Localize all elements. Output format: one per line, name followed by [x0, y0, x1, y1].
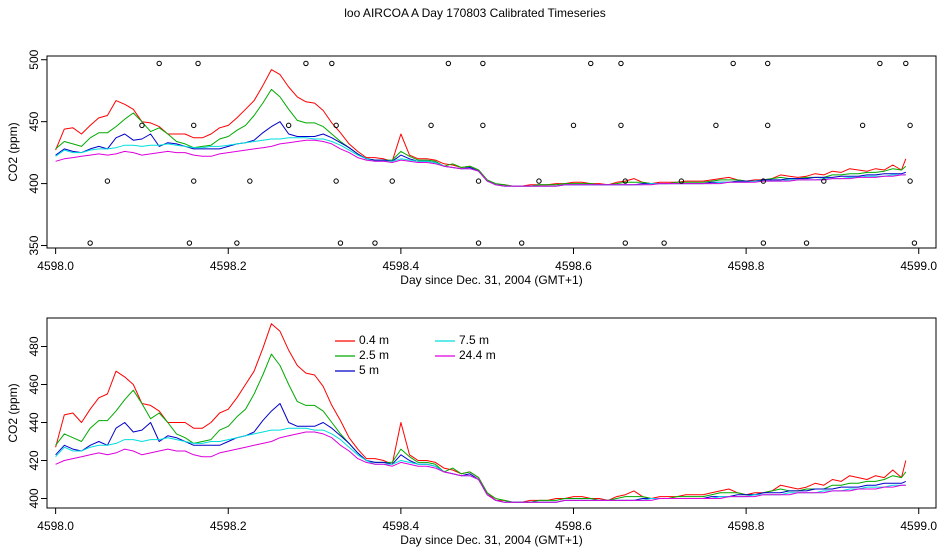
legend-label: 24.4 m: [459, 348, 496, 362]
calibration-marker: [329, 60, 335, 67]
calibration-marker: [618, 60, 624, 67]
calibration-marker: [156, 60, 162, 67]
y-tick-label: 480: [27, 336, 41, 356]
calibration-marker: [907, 122, 913, 129]
legend-label: 5 m: [359, 363, 379, 377]
legend-label: 7.5 m: [459, 333, 489, 347]
x-tick-label: 4598.2: [210, 259, 247, 273]
calibration-marker: [661, 240, 667, 246]
chart-title: loo AIRCOA A Day 170803 Calibrated Times…: [344, 6, 606, 20]
calibration-marker: [480, 122, 486, 129]
calibration-marker: [87, 240, 93, 246]
x-tick-label: 4598.0: [37, 259, 74, 273]
x-tick-label: 4599.0: [900, 259, 937, 273]
y-tick-label: 460: [27, 374, 41, 394]
calibration-marker: [234, 240, 240, 246]
calibration-marker: [475, 240, 482, 246]
calibration-marker: [480, 60, 486, 67]
y-tick-label: 400: [27, 173, 41, 193]
series-line-5-m: [55, 403, 907, 503]
series-line-2-5-m: [55, 353, 907, 503]
y-axis-label: CO2 (ppm): [6, 122, 20, 181]
legend-label: 0.4 m: [359, 333, 389, 347]
x-tick-label: 4598.8: [728, 519, 765, 533]
calibration-marker: [195, 60, 201, 67]
calibration-marker: [760, 240, 767, 246]
x-tick-label: 4598.2: [210, 519, 247, 533]
y-tick-label: 450: [27, 111, 41, 131]
x-tick-label: 4599.0: [900, 519, 937, 533]
x-axis-label: Day since Dec. 31, 2004 (GMT+1): [400, 273, 582, 287]
y-tick-label: 500: [27, 49, 41, 69]
series-line-7-5-m: [55, 427, 906, 503]
calibration-marker: [389, 178, 395, 184]
calibration-marker: [247, 178, 253, 184]
y-tick-label: 350: [27, 235, 41, 255]
y-tick-label: 400: [27, 488, 41, 508]
series-line-2-5-m: [55, 88, 907, 187]
calibration-marker: [903, 60, 909, 67]
y-tick-label: 440: [27, 412, 41, 432]
series-line-7-5-m: [55, 137, 906, 187]
calibration-marker: [588, 60, 594, 67]
calibration-marker: [713, 122, 719, 129]
y-tick-label: 420: [27, 450, 41, 470]
series-line-24-4-m: [55, 431, 906, 503]
plot-frame-1: [46, 55, 937, 249]
calibration-marker: [570, 122, 577, 129]
y-axis-label: CO2 (ppm): [6, 383, 20, 442]
x-tick-label: 4598.4: [383, 259, 420, 273]
calibration-marker: [803, 240, 810, 246]
calibration-marker: [678, 178, 685, 184]
x-tick-label: 4598.4: [383, 519, 420, 533]
x-tick-label: 4598.6: [555, 519, 592, 533]
x-tick-label: 4598.8: [728, 259, 765, 273]
calibration-marker: [372, 240, 378, 246]
calibration-marker: [877, 60, 883, 67]
x-axis-label: Day since Dec. 31, 2004 (GMT+1): [400, 533, 582, 547]
calibration-marker: [139, 122, 145, 129]
calibration-marker: [333, 178, 339, 184]
calibration-marker: [764, 122, 771, 129]
calibration-marker: [191, 178, 197, 184]
calibration-marker: [104, 178, 111, 184]
calibration-marker: [337, 240, 344, 246]
legend-label: 2.5 m: [359, 348, 389, 362]
calibration-marker: [285, 122, 292, 129]
calibration-marker: [303, 60, 309, 67]
series-line-0-4-m: [55, 69, 907, 187]
calibration-marker: [821, 178, 827, 184]
calibration-marker: [475, 178, 482, 184]
calibration-marker: [911, 240, 918, 246]
calibration-marker: [764, 60, 771, 67]
calibration-marker: [907, 178, 913, 184]
calibration-marker: [333, 122, 339, 129]
calibration-marker: [622, 240, 628, 246]
calibration-marker: [760, 178, 767, 184]
calibration-marker: [519, 240, 525, 246]
calibration-marker: [622, 178, 628, 184]
calibration-marker: [428, 122, 434, 129]
calibration-marker: [859, 122, 866, 129]
calibration-marker: [186, 240, 193, 246]
x-tick-label: 4598.0: [37, 519, 74, 533]
x-tick-label: 4598.6: [555, 259, 592, 273]
calibration-marker: [618, 122, 624, 129]
calibration-marker: [730, 60, 736, 67]
series-line-24-4-m: [55, 139, 906, 187]
calibration-marker: [445, 60, 452, 67]
calibration-marker: [536, 178, 542, 184]
plot-frame-2: [46, 317, 937, 509]
calibration-marker: [191, 122, 197, 129]
